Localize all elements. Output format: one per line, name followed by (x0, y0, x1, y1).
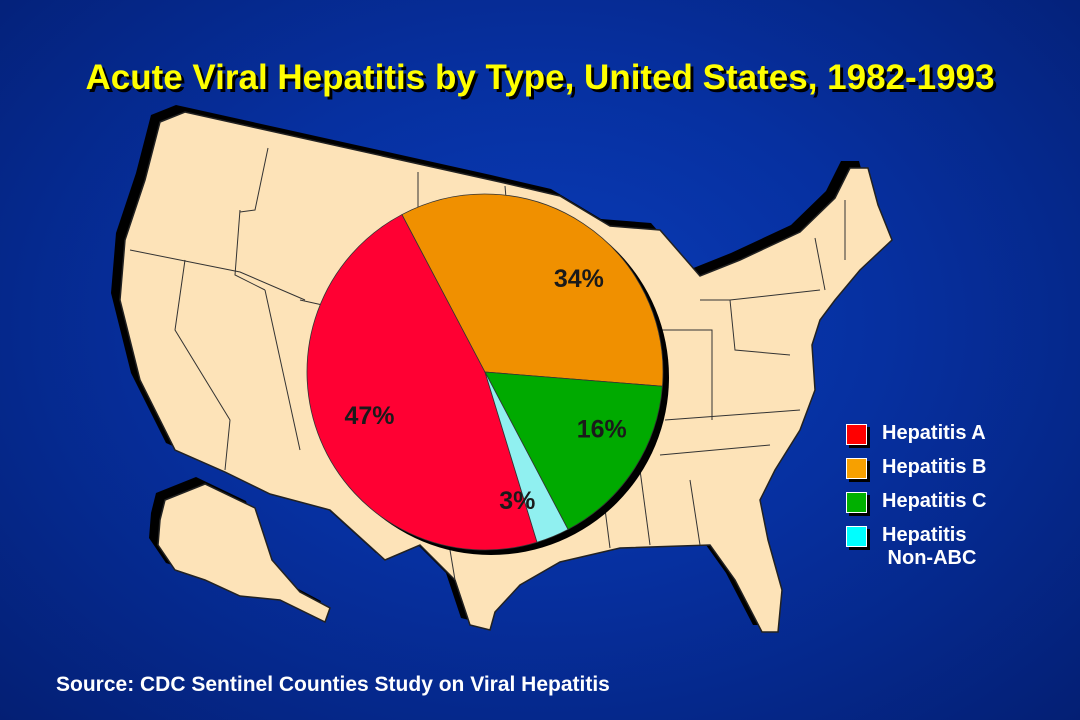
source-note: Source: CDC Sentinel Counties Study on V… (56, 673, 610, 696)
legend-label: Hepatitis C (882, 490, 987, 512)
legend-label: Hepatitis Non-ABC (882, 524, 977, 569)
pie-slices (306, 193, 664, 551)
pie-labels: 47% 34% 16% 3% (344, 265, 626, 515)
pie-label-hepatitis-b: 34% (554, 265, 604, 293)
legend-label: Hepatitis A (882, 422, 986, 444)
pie-slice-hepatitis-b (401, 193, 664, 387)
chart-title: Acute Viral Hepatitis by Type, United St… (85, 58, 995, 97)
pie-slice-hepatitis-non-abc (484, 371, 569, 543)
pie-slice-hepatitis-a (306, 214, 538, 551)
legend-swatch (846, 492, 867, 513)
pie-label-hepatitis-non-abc: 3% (499, 487, 535, 515)
legend-swatch (846, 526, 867, 547)
legend-swatch (846, 458, 867, 479)
pie-label-hepatitis-a: 47% (344, 402, 394, 430)
pie-label-hepatitis-c: 16% (577, 416, 627, 444)
pie-slice-hepatitis-c (484, 371, 663, 530)
legend-swatch (846, 424, 867, 445)
legend-label: Hepatitis B (882, 456, 987, 478)
